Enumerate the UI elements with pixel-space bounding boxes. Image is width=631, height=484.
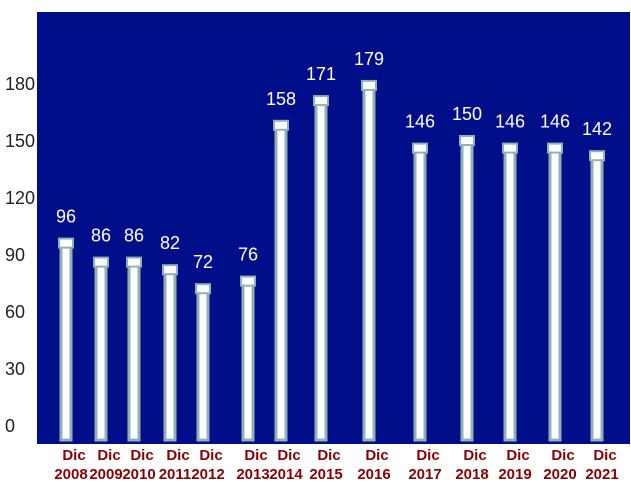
bar-cap xyxy=(273,119,289,131)
category-label-month: Dic xyxy=(463,447,486,464)
category-label-year: 2008 xyxy=(54,466,87,483)
bar-cap xyxy=(240,275,256,287)
category-label-month: Dic xyxy=(244,447,267,464)
bar xyxy=(127,260,141,442)
category-label-month: Dic xyxy=(199,447,222,464)
y-tick-label: 30 xyxy=(5,359,25,379)
bar xyxy=(196,286,210,442)
bar-cap xyxy=(313,95,329,107)
category-label-month: Dic xyxy=(277,447,300,464)
data-label: 82 xyxy=(160,233,180,253)
category-label-month: Dic xyxy=(365,447,388,464)
bar xyxy=(548,146,562,442)
data-label: 76 xyxy=(238,245,258,265)
category-labels: Dic2008Dic2009Dic2010Dic2011Dic2012Dic20… xyxy=(54,447,618,483)
data-label: 96 xyxy=(56,207,76,227)
bar-cap xyxy=(162,264,178,276)
data-labels: 96 86 86 82 72 76 158 171 179 146 150 146 146 142 xyxy=(56,49,612,272)
category-label-year: 2012 xyxy=(191,466,224,483)
category-label-month: Dic xyxy=(317,447,340,464)
category-label-year: 2009 xyxy=(89,466,122,483)
bar-cap xyxy=(412,142,428,154)
y-tick-label: 90 xyxy=(5,245,25,265)
category-label-year: 2013 xyxy=(236,466,269,483)
category-label-year: 2017 xyxy=(408,466,441,483)
bar-cap xyxy=(547,142,563,154)
y-tick-label: 0 xyxy=(5,416,15,436)
bar xyxy=(59,241,73,442)
bar xyxy=(413,146,427,442)
category-label-year: 2021 xyxy=(585,466,618,483)
bar xyxy=(274,123,288,442)
bar-cap xyxy=(589,150,605,162)
data-label: 146 xyxy=(405,112,435,132)
category-label-month: Dic xyxy=(506,447,529,464)
category-label-month: Dic xyxy=(166,447,189,464)
data-label: 86 xyxy=(124,226,144,246)
y-tick-label: 120 xyxy=(5,188,35,208)
bar xyxy=(460,138,474,442)
y-tick-label: 150 xyxy=(5,131,35,151)
data-label: 142 xyxy=(582,119,612,139)
bar-cap xyxy=(126,256,142,268)
category-label-year: 2020 xyxy=(543,466,576,483)
bar-cap xyxy=(459,135,475,146)
bar xyxy=(590,153,604,442)
data-label: 72 xyxy=(193,252,213,272)
bar xyxy=(94,260,108,442)
category-label-year: 2019 xyxy=(498,466,531,483)
bar-cap xyxy=(361,79,377,91)
category-label-month: Dic xyxy=(551,447,574,464)
category-label-year: 2014 xyxy=(269,466,303,483)
bar xyxy=(362,83,376,442)
bar xyxy=(503,146,517,442)
bar xyxy=(314,98,328,442)
bar-cap xyxy=(58,237,74,249)
bar-cap xyxy=(93,256,109,268)
category-label-month: Dic xyxy=(62,447,85,464)
y-axis-ticks: 0 30 60 90 120 150 180 xyxy=(5,74,35,436)
category-label-month: Dic xyxy=(593,447,616,464)
category-label-year: 2015 xyxy=(309,466,342,483)
category-label-month: Dic xyxy=(130,447,153,464)
category-label-year: 2018 xyxy=(455,466,488,483)
bars xyxy=(58,79,605,442)
data-label: 146 xyxy=(495,112,525,132)
bar xyxy=(241,279,255,442)
data-label: 171 xyxy=(306,64,336,84)
category-label-year: 2011 xyxy=(159,466,192,483)
category-label-month: Dic xyxy=(97,447,120,464)
bar xyxy=(163,267,177,442)
data-label: 86 xyxy=(91,226,111,246)
bar-cap xyxy=(195,283,211,295)
data-label: 179 xyxy=(354,49,384,69)
bar-cap xyxy=(502,142,518,154)
data-label: 150 xyxy=(452,104,482,124)
data-label: 158 xyxy=(266,89,296,109)
y-tick-label: 180 xyxy=(5,74,35,94)
category-label-month: Dic xyxy=(416,447,439,464)
data-label: 146 xyxy=(540,112,570,132)
category-label-year: 2010 xyxy=(122,466,155,483)
y-tick-label: 60 xyxy=(5,302,25,322)
category-label-year: 2016 xyxy=(357,466,390,483)
